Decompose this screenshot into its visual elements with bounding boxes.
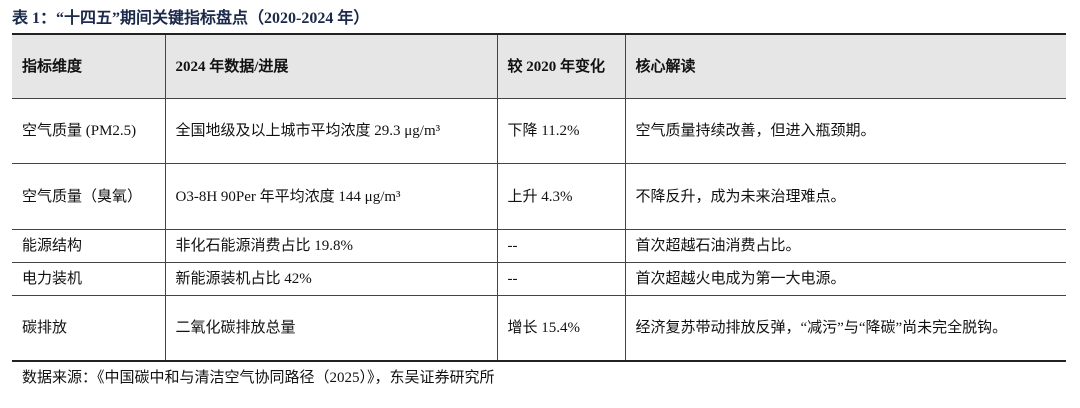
table-cell: 非化石能源消费占比 19.8% [164, 229, 498, 263]
table-cell: 能源结构 [12, 229, 166, 263]
table-cell: 碳排放 [12, 295, 166, 361]
header-cell: 指标维度 [12, 34, 166, 99]
table-cell: 经济复苏带动排放反弹，“减污”与“降碳”尚未完全脱钩。 [624, 295, 1066, 361]
table-cell: 首次超越石油消费占比。 [624, 229, 1066, 263]
table-cell: 空气质量持续改善，但进入瓶颈期。 [624, 98, 1066, 164]
table-cell: 下降 11.2% [496, 98, 626, 164]
table-row: 空气质量（臭氧） O3-8H 90Per 年平均浓度 144 μg/m³ 上升 4.… [12, 163, 1066, 230]
header-cell: 核心解读 [624, 34, 1066, 99]
table-cell: 电力装机 [12, 262, 166, 296]
table-cell: -- [496, 229, 626, 263]
header-cell: 较 2020 年变化 [496, 34, 626, 99]
table-row: 空气质量 (PM2.5) 全国地级及以上城市平均浓度 29.3 μg/m³ 下降 1… [12, 98, 1066, 164]
table-row: 电力装机 新能源装机占比 42% -- 首次超越火电成为第一大电源。 [12, 262, 1066, 296]
header-cell: 2024 年数据/进展 [164, 34, 498, 99]
table: 指标维度 2024 年数据/进展较 2020 年变化 核心解读 空气质量 (PM2.… [12, 33, 1066, 362]
table-body: 空气质量 (PM2.5) 全国地级及以上城市平均浓度 29.3 μg/m³ 下降 1… [12, 98, 1066, 361]
table-row: 碳排放 二氧化碳排放总量 增长 15.4% 经济复苏带动排放反弹，“减污”与“降碳”尚… [12, 295, 1066, 361]
table-cell: 新能源装机占比 42% [164, 262, 498, 296]
source-note: 数据来源：《中国碳中和与清洁空气协同路径（2025）》，东吴证券研究所 [22, 370, 495, 386]
table-cell: -- [496, 262, 626, 296]
table-cell: 上升 4.3% [496, 163, 626, 230]
table-cell: 首次超越火电成为第一大电源。 [624, 262, 1066, 296]
table-row: 能源结构 非化石能源消费占比 19.8% -- 首次超越石油消费占比。 [12, 229, 1066, 263]
table-cell: 全国地级及以上城市平均浓度 29.3 μg/m³ [164, 98, 498, 164]
header-row: 指标维度 2024 年数据/进展较 2020 年变化 核心解读 [12, 34, 1066, 99]
table-cell: 不降反升，成为未来治理难点。 [624, 163, 1066, 230]
table-cell: 空气质量 (PM2.5) [12, 98, 166, 164]
table-title: 表 1：“十四五”期间关键指标盘点（2020-2024 年） [12, 10, 370, 27]
table-cell: 空气质量（臭氧） [12, 163, 166, 230]
table-cell: O3-8H 90Per 年平均浓度 144 μg/m³ [164, 163, 498, 230]
table-cell: 增长 15.4% [496, 295, 626, 361]
table-cell: 二氧化碳排放总量 [164, 295, 498, 361]
